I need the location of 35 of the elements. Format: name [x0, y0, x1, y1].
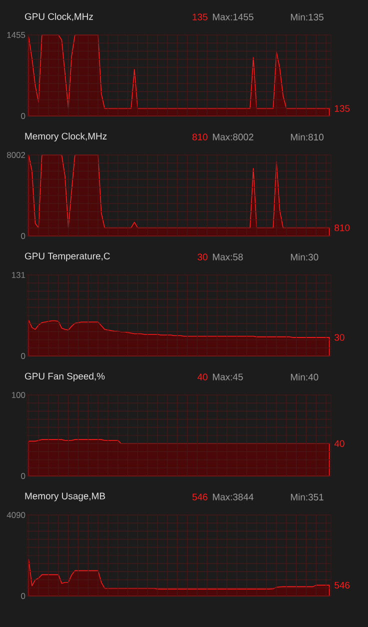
text: 810	[192, 134, 208, 140]
text: Min:30	[290, 254, 318, 260]
y-tick-label: 0	[21, 113, 26, 119]
text: Min:351	[290, 494, 324, 500]
chart-title: GPU Fan Speed,%	[24, 372, 105, 382]
y-tick-label: 0	[21, 233, 26, 239]
y-tick-label: 4090	[6, 512, 26, 518]
text: 546	[334, 582, 350, 589]
text: 546	[192, 494, 208, 500]
y-tick-label: 131	[12, 272, 26, 278]
y-tick-label: 0	[21, 353, 26, 359]
text: Min:810	[290, 134, 324, 140]
y-tick-label: 100	[12, 392, 26, 398]
text: Min:40	[290, 374, 318, 380]
text: Max:58	[212, 254, 243, 260]
text: Min:135	[290, 14, 324, 20]
chart-title: GPU Clock,MHz	[24, 12, 93, 22]
y-tick-label: 0	[21, 593, 26, 600]
text: 30	[198, 254, 208, 260]
text: 40	[334, 440, 344, 447]
text: Max:8002	[212, 134, 254, 140]
text: Max:3844	[212, 494, 254, 500]
text: Max:45	[212, 374, 243, 380]
y-tick-label: 8002	[7, 152, 26, 158]
text: 30	[334, 334, 344, 341]
y-tick-label: 1455	[7, 32, 26, 38]
chart-title: Memory Usage,MB	[25, 492, 105, 502]
chart-title: Memory Clock,MHz	[25, 132, 107, 142]
text: 40	[198, 374, 208, 380]
y-tick-label: 0	[21, 473, 26, 479]
text: Max:1455	[212, 14, 254, 20]
text: 135	[334, 105, 350, 112]
text: 810	[334, 224, 350, 232]
chart-title: GPU Temperature,C	[24, 252, 110, 262]
text: 135	[192, 14, 208, 20]
